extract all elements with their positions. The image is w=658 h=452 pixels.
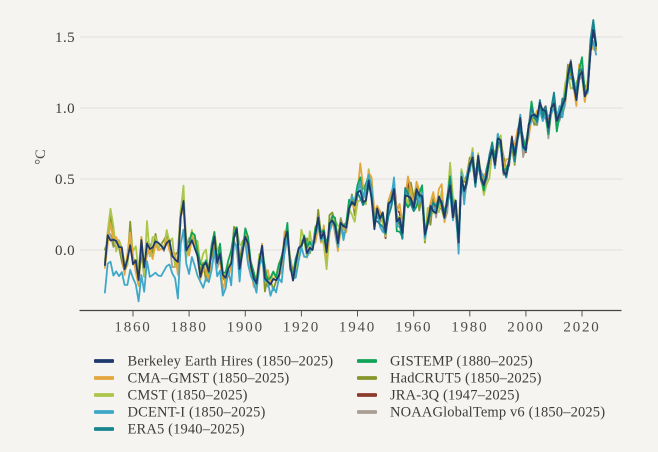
svg-text:2020: 2020 — [563, 320, 600, 336]
svg-text:°C: °C — [33, 149, 49, 164]
svg-text:1980: 1980 — [451, 320, 488, 336]
svg-text:0.0: 0.0 — [55, 243, 75, 259]
svg-text:1920: 1920 — [283, 320, 320, 336]
svg-text:1.0: 1.0 — [55, 101, 75, 117]
svg-text:JRA-3Q (1947–2025): JRA-3Q (1947–2025) — [390, 388, 520, 404]
svg-text:ERA5 (1940–2025): ERA5 (1940–2025) — [128, 422, 245, 438]
svg-text:1900: 1900 — [227, 320, 264, 336]
svg-text:2000: 2000 — [507, 320, 544, 336]
svg-text:HadCRUT5 (1850–2025): HadCRUT5 (1850–2025) — [390, 371, 542, 387]
svg-text:1960: 1960 — [395, 320, 432, 336]
svg-text:DCENT-I (1850–2025): DCENT-I (1850–2025) — [128, 405, 266, 421]
svg-text:1880: 1880 — [170, 320, 207, 336]
svg-text:NOAAGlobalTemp v6 (1850–2025): NOAAGlobalTemp v6 (1850–2025) — [390, 405, 605, 421]
svg-text:1.5: 1.5 — [55, 30, 75, 46]
svg-text:1860: 1860 — [114, 320, 151, 336]
svg-text:1940: 1940 — [339, 320, 376, 336]
svg-text:0.5: 0.5 — [55, 172, 75, 188]
svg-text:CMST (1850–2025): CMST (1850–2025) — [128, 388, 248, 404]
svg-text:Berkeley Earth Hires (1850–202: Berkeley Earth Hires (1850–2025) — [128, 354, 334, 370]
svg-text:CMA–GMST (1850–2025): CMA–GMST (1850–2025) — [128, 371, 290, 387]
svg-text:GISTEMP (1880–2025): GISTEMP (1880–2025) — [390, 354, 533, 370]
